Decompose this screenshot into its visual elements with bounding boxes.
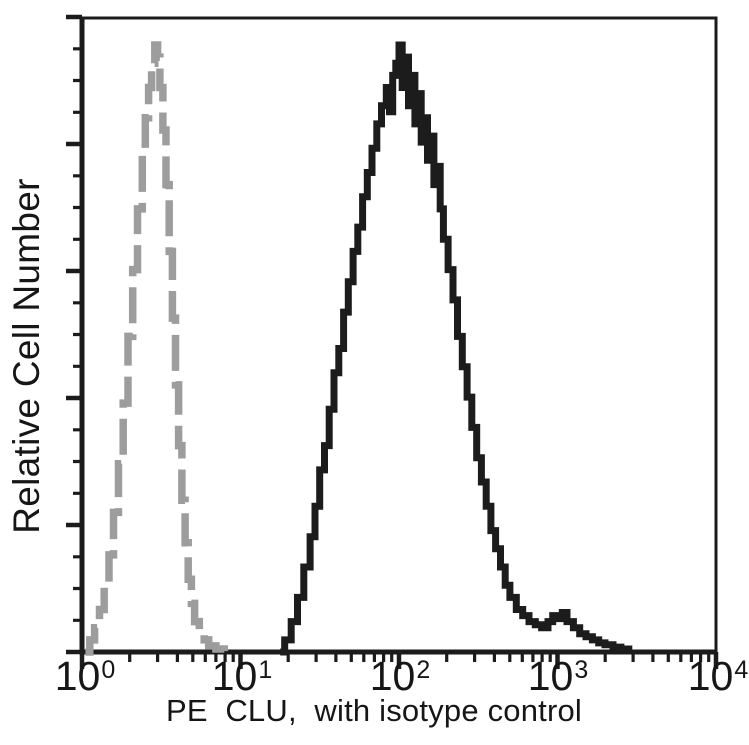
tick-base: 10 [54, 653, 101, 699]
x-tick-label-1e0: 100 [55, 656, 116, 697]
x-axis-label: PE CLU, with isotype control [165, 693, 583, 728]
axis-major-ticks [66, 14, 719, 669]
series-pe-clu [280, 41, 633, 656]
axis-minor-ticks [73, 47, 711, 662]
tick-base: 10 [687, 653, 734, 699]
tick-base: 10 [369, 653, 416, 699]
x-tick-label-1e2: 102 [370, 656, 431, 697]
tick-exponent: 0 [101, 656, 116, 684]
tick-base: 10 [211, 653, 258, 699]
tick-exponent: 3 [574, 656, 589, 684]
plot-frame-left-bottom [79, 17, 716, 655]
x-tick-label-1e4: 104 [688, 656, 749, 697]
series-isotype-control [85, 41, 229, 656]
tick-base: 10 [527, 653, 574, 699]
x-tick-label-1e3: 103 [528, 656, 589, 697]
tick-exponent: 2 [416, 656, 431, 684]
plot-frame-top-right [82, 16, 718, 652]
tick-exponent: 4 [734, 656, 749, 684]
x-tick-label-1e1: 101 [212, 656, 273, 697]
tick-exponent: 1 [258, 656, 273, 684]
